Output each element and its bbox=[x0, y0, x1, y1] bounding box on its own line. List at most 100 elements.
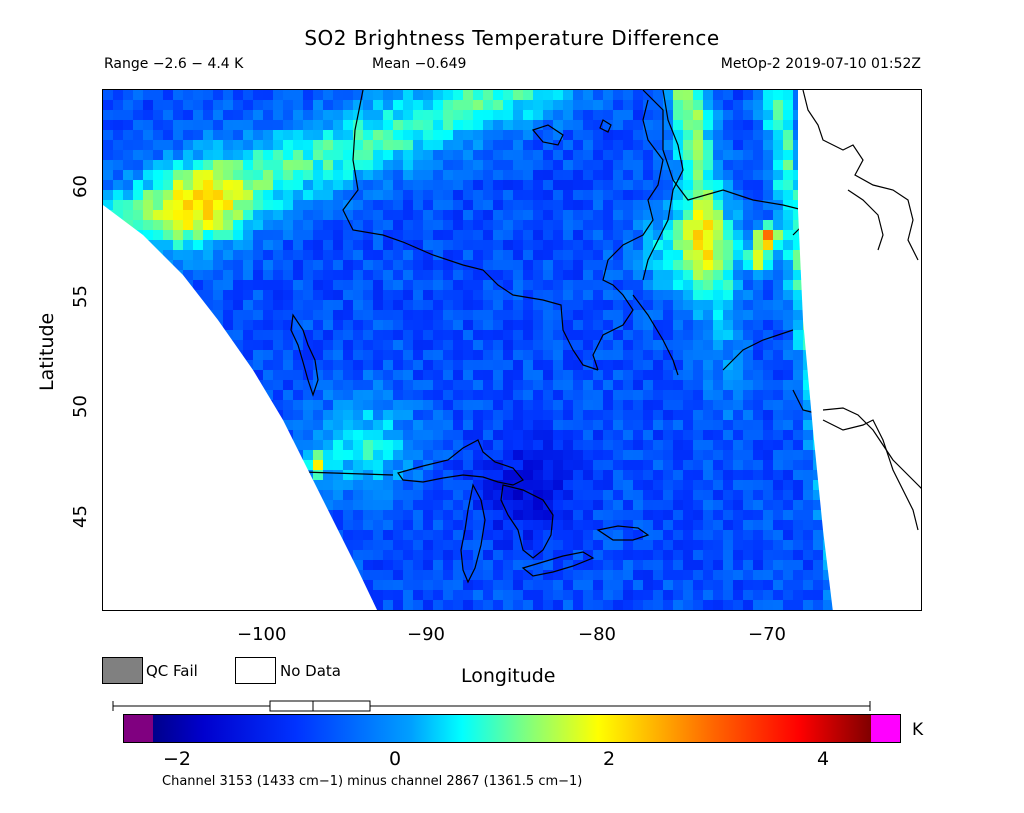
heatmap-cell bbox=[113, 140, 123, 150]
heatmap-cell bbox=[573, 250, 583, 260]
heatmap-cell bbox=[773, 450, 783, 460]
heatmap-cell bbox=[193, 130, 203, 140]
heatmap-cell bbox=[703, 210, 713, 220]
heatmap-cell bbox=[583, 490, 593, 500]
heatmap-cell bbox=[623, 460, 633, 470]
heatmap-cell bbox=[253, 370, 263, 380]
heatmap-cell bbox=[103, 90, 113, 100]
heatmap-cell bbox=[573, 540, 583, 550]
heatmap-cell bbox=[573, 280, 583, 290]
heatmap-cell bbox=[393, 360, 403, 370]
heatmap-cell bbox=[353, 210, 363, 220]
heatmap-cell bbox=[733, 160, 743, 170]
heatmap-cell bbox=[703, 270, 713, 280]
heatmap-cell bbox=[423, 370, 433, 380]
heatmap-cell bbox=[463, 240, 473, 250]
heatmap-cell bbox=[193, 610, 203, 611]
heatmap-cell bbox=[353, 450, 363, 460]
heatmap-cell bbox=[583, 380, 593, 390]
heatmap-cell bbox=[663, 300, 673, 310]
heatmap-cell bbox=[433, 360, 443, 370]
heatmap-cell bbox=[643, 270, 653, 280]
lake-winnipeg bbox=[290, 313, 319, 397]
heatmap-cell bbox=[383, 450, 393, 460]
heatmap-cell bbox=[603, 340, 613, 350]
heatmap-cell bbox=[313, 610, 323, 611]
heatmap-cell bbox=[553, 580, 563, 590]
heatmap-cell bbox=[633, 480, 643, 490]
heatmap-cell bbox=[103, 140, 113, 150]
heatmap-cell bbox=[663, 560, 673, 570]
heatmap-cell bbox=[603, 280, 613, 290]
heatmap-cell bbox=[563, 100, 573, 110]
heatmap-cell bbox=[863, 610, 873, 611]
heatmap-cell bbox=[313, 350, 323, 360]
heatmap-cell bbox=[603, 220, 613, 230]
heatmap-cell bbox=[323, 420, 333, 430]
heatmap-cell bbox=[673, 400, 683, 410]
heatmap-cell bbox=[623, 260, 633, 270]
heatmap-cell bbox=[363, 520, 373, 530]
heatmap-cell bbox=[283, 180, 293, 190]
heatmap-cell bbox=[343, 310, 353, 320]
heatmap-cell bbox=[393, 610, 403, 611]
heatmap-cell bbox=[303, 270, 313, 280]
heatmap-cell bbox=[403, 180, 413, 190]
heatmap-cell bbox=[753, 100, 763, 110]
heatmap-cell bbox=[233, 240, 243, 250]
heatmap-cell bbox=[683, 380, 693, 390]
heatmap-cell bbox=[533, 180, 543, 190]
heatmap-cell bbox=[283, 220, 293, 230]
heatmap-cell bbox=[483, 200, 493, 210]
heatmap-cell bbox=[493, 290, 503, 300]
heatmap-cell bbox=[463, 530, 473, 540]
heatmap-cell bbox=[773, 200, 783, 210]
heatmap-cell bbox=[243, 130, 253, 140]
heatmap-cell bbox=[163, 180, 173, 190]
heatmap-cell bbox=[513, 510, 523, 520]
heatmap-cell bbox=[373, 410, 383, 420]
heatmap-cell bbox=[693, 140, 703, 150]
heatmap-cell bbox=[493, 170, 503, 180]
heatmap-cell bbox=[453, 280, 463, 290]
heatmap-cell bbox=[503, 460, 513, 470]
heatmap-cell bbox=[713, 540, 723, 550]
heatmap-cell bbox=[363, 280, 373, 290]
heatmap-cell bbox=[733, 170, 743, 180]
heatmap-cell bbox=[163, 170, 173, 180]
heatmap-cell bbox=[553, 340, 563, 350]
heatmap-cell bbox=[423, 350, 433, 360]
heatmap-cell bbox=[663, 130, 673, 140]
heatmap-cell bbox=[733, 210, 743, 220]
heatmap-cell bbox=[243, 310, 253, 320]
heatmap-cell bbox=[383, 480, 393, 490]
heatmap-cell bbox=[453, 420, 463, 430]
heatmap-cell bbox=[453, 200, 463, 210]
heatmap-cell bbox=[553, 560, 563, 570]
heatmap-cell bbox=[353, 240, 363, 250]
heatmap-cell bbox=[753, 370, 763, 380]
heatmap-cell bbox=[723, 480, 733, 490]
heatmap-cell bbox=[363, 330, 373, 340]
heatmap-cell bbox=[523, 290, 533, 300]
heatmap-cell bbox=[263, 280, 273, 290]
heatmap-cell bbox=[763, 400, 773, 410]
heatmap-cell bbox=[653, 500, 663, 510]
heatmap-cell bbox=[253, 270, 263, 280]
heatmap-cell bbox=[543, 440, 553, 450]
heatmap-cell bbox=[623, 220, 633, 230]
heatmap-cell bbox=[693, 320, 703, 330]
heatmap-cell bbox=[713, 310, 723, 320]
heatmap-cell bbox=[403, 580, 413, 590]
heatmap-cell bbox=[483, 550, 493, 560]
heatmap-cell bbox=[523, 180, 533, 190]
heatmap-cell bbox=[603, 290, 613, 300]
heatmap-cell bbox=[693, 580, 703, 590]
heatmap-cell bbox=[233, 610, 243, 611]
heatmap-cell bbox=[243, 340, 253, 350]
heatmap-cell bbox=[633, 200, 643, 210]
heatmap-cell bbox=[493, 490, 503, 500]
heatmap-cell bbox=[593, 320, 603, 330]
heatmap-cell bbox=[643, 540, 653, 550]
heatmap-cell bbox=[653, 560, 663, 570]
